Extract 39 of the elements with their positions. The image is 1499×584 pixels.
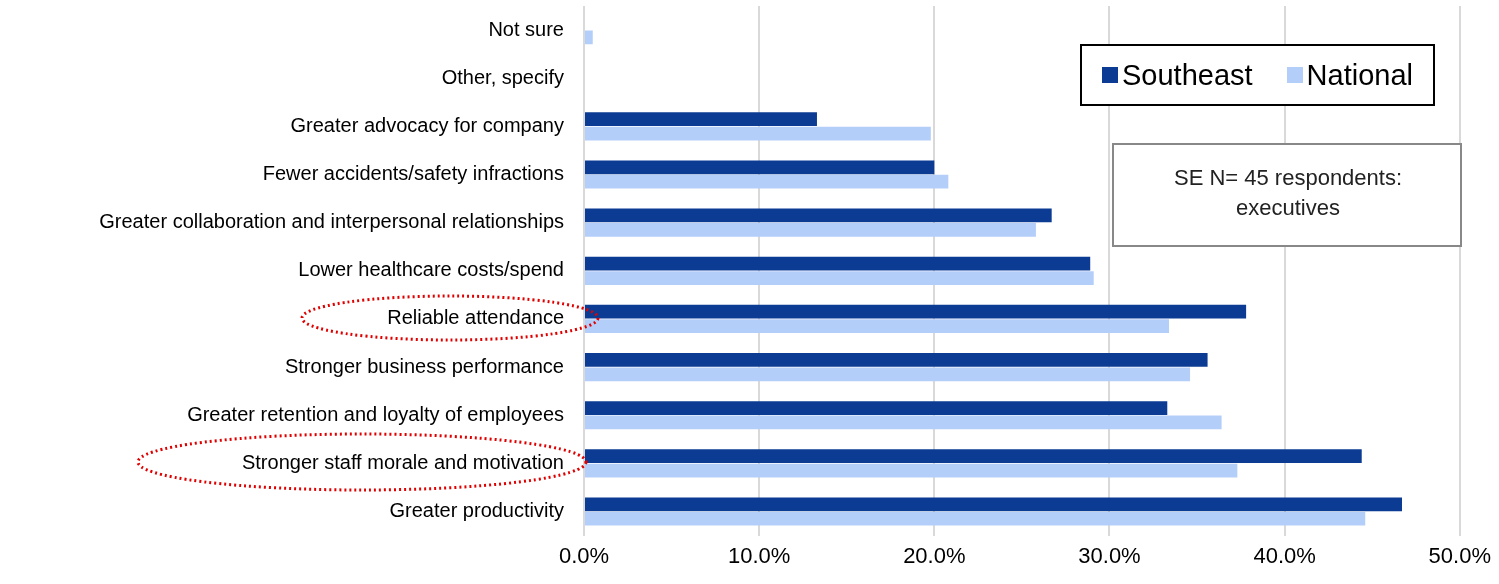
x-tick-label: 20.0%	[903, 542, 966, 568]
y-tick-label: Reliable attendance	[387, 306, 564, 329]
bar	[585, 256, 1091, 271]
bar	[585, 174, 949, 189]
bar	[585, 30, 593, 45]
y-tick-label: Greater collaboration and interpersonal relationships	[99, 210, 564, 233]
x-tick-label: 40.0%	[1253, 542, 1316, 568]
x-tick-label: 10.0%	[727, 542, 791, 568]
y-tick-label: Not sure	[488, 17, 564, 40]
annotation: SE N= 45 respondents: executives	[1172, 164, 1404, 222]
bar	[585, 208, 1052, 223]
bar	[585, 497, 1403, 512]
legend-label: National	[1306, 58, 1413, 92]
y-tick-label: Greater retention and loyalty of employees	[187, 402, 564, 425]
y-tick-label: Stronger staff morale and motivation	[241, 450, 564, 473]
legend-label: Southeast	[1121, 58, 1253, 92]
bar	[585, 463, 1238, 478]
bar	[585, 160, 935, 175]
bar	[585, 449, 1362, 464]
y-tick-label: Fewer accidents/safety infractions	[262, 162, 564, 185]
y-tick-label: Lower healthcare costs/spend	[298, 258, 564, 281]
bar	[585, 304, 1247, 319]
bar	[585, 223, 1036, 237]
bar	[585, 112, 817, 126]
bar	[585, 401, 1168, 415]
y-tick-label: Greater advocacy for company	[290, 113, 564, 136]
x-tick-label: 50.0%	[1428, 542, 1492, 568]
y-tick-label: Other, specify	[441, 65, 564, 88]
x-tick-label: 30.0%	[1078, 542, 1141, 568]
bar	[585, 319, 1170, 334]
y-tick-label: Stronger business performance	[284, 354, 564, 377]
bar	[585, 415, 1222, 430]
bar	[585, 271, 1094, 285]
bar	[585, 511, 1366, 526]
x-tick-label: 0.0%	[558, 542, 610, 568]
bar	[585, 367, 1191, 382]
bar	[585, 353, 1208, 367]
y-tick-label: Greater productivity	[389, 499, 564, 522]
bar	[585, 126, 931, 141]
